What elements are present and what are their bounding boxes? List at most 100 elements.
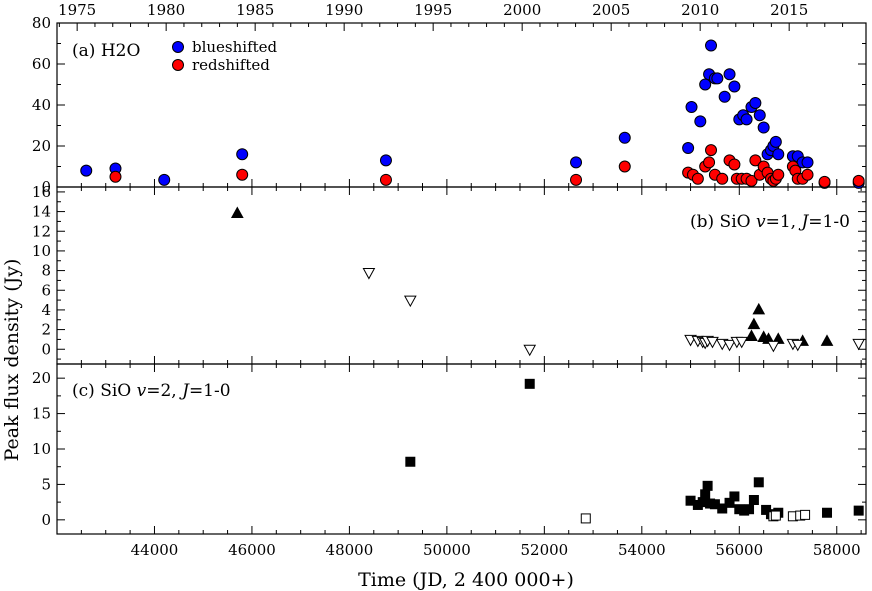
legend-label: blueshifted	[192, 38, 278, 56]
data-point	[818, 175, 831, 188]
data-point	[729, 491, 740, 502]
y-tick-label: 15	[32, 405, 51, 423]
data-point	[405, 456, 416, 467]
data-point	[822, 507, 833, 518]
data-point	[770, 510, 781, 521]
year-tick-label: 2015	[770, 1, 808, 19]
panel-title: (a) H2O	[72, 41, 140, 61]
data-point	[379, 154, 392, 167]
data-point	[716, 172, 729, 185]
data-point	[745, 174, 758, 187]
data-point	[748, 495, 759, 505]
x-tick-label: 52000	[520, 541, 568, 559]
data-point	[769, 135, 782, 148]
x-tick-label: 58000	[813, 541, 861, 559]
panel-title: (b) SiO v=1, J=1-0	[690, 212, 850, 232]
x-axis-label: Time (JD, 2 400 000+)	[358, 569, 574, 591]
y-tick-label: 2	[41, 321, 51, 339]
panel-titles: (a) H2O(b) SiO v=1, J=1-0(c) SiO v=2, J=…	[72, 41, 850, 401]
y-tick-label: 10	[32, 242, 51, 260]
year-tick-label: 2010	[681, 1, 719, 19]
data-point	[580, 513, 591, 524]
y-tick-label: 40	[32, 96, 51, 114]
data-point	[379, 173, 392, 186]
data-markers	[80, 39, 866, 524]
panel-title-tail: =1-0	[189, 381, 231, 401]
panel-title-main: H2O	[101, 41, 141, 61]
data-point	[362, 268, 376, 280]
data-point	[852, 338, 866, 351]
panel-title-suffix: =2,	[146, 381, 182, 401]
legend-marker	[172, 41, 184, 53]
y-tick-label: 14	[32, 203, 51, 221]
data-point	[80, 164, 93, 177]
data-point	[757, 121, 770, 134]
tick-labels: 020406080blueshiftedredshifted0246810121…	[32, 1, 861, 559]
data-point	[717, 503, 728, 514]
data-point	[753, 477, 764, 488]
data-point	[158, 173, 171, 186]
data-point	[705, 144, 718, 157]
data-point	[685, 101, 698, 114]
data-point	[706, 336, 719, 349]
data-point	[524, 378, 535, 389]
panel-title-j: J	[798, 212, 809, 232]
y-tick-label: 0	[41, 511, 51, 529]
year-tick-label: 1985	[236, 1, 274, 19]
data-point	[691, 172, 704, 185]
year-tick-label: 1975	[58, 1, 96, 19]
legend-label: redshifted	[192, 56, 270, 74]
panel-title-prefix: (a)	[72, 41, 101, 61]
data-point	[728, 158, 741, 171]
panel-title-main: v	[137, 381, 147, 401]
panel-title-main: v	[756, 212, 766, 232]
data-point	[772, 148, 785, 161]
x-tick-label: 56000	[715, 541, 763, 559]
data-point	[753, 109, 766, 122]
y-tick-label: 5	[41, 475, 51, 493]
data-point	[718, 90, 731, 103]
y-tick-label: 60	[32, 55, 51, 73]
data-point	[618, 131, 631, 144]
legend-marker	[172, 59, 184, 71]
y-tick-label: 16	[32, 183, 51, 201]
panel-title-prefix: (c) SiO	[72, 381, 137, 401]
data-point	[772, 168, 785, 181]
x-tick-label: 48000	[326, 541, 374, 559]
year-tick-label: 2000	[503, 1, 541, 19]
data-point	[767, 340, 780, 353]
data-point	[745, 329, 758, 341]
panel-title-tail: =1-0	[808, 212, 850, 232]
data-point	[236, 148, 249, 161]
y-tick-label: 8	[41, 262, 51, 280]
panel-title-prefix: (b) SiO	[690, 212, 756, 232]
data-point	[801, 156, 814, 169]
data-point	[700, 489, 711, 500]
data-point	[852, 174, 865, 187]
y-tick-label: 20	[32, 137, 51, 155]
data-point	[109, 170, 122, 183]
data-point	[747, 317, 761, 330]
year-tick-label: 1995	[414, 1, 452, 19]
y-tick-label: 6	[41, 281, 51, 299]
data-point	[791, 339, 805, 352]
panel-frames	[56, 22, 867, 535]
panel-title-suffix: =1,	[766, 212, 802, 232]
data-point	[740, 113, 753, 126]
panel-title: (c) SiO v=2, J=1-0	[72, 381, 231, 401]
data-point	[800, 509, 811, 520]
y-tick-label: 20	[32, 369, 51, 387]
x-tick-label: 46000	[228, 541, 276, 559]
data-point	[801, 168, 814, 181]
y-tick-label: 4	[41, 301, 51, 319]
data-point	[699, 78, 712, 91]
data-point	[723, 339, 736, 352]
data-point	[682, 142, 695, 155]
year-tick-label: 1990	[325, 1, 363, 19]
y-tick-label: 0	[41, 340, 51, 358]
panel-title-j: J	[179, 381, 190, 401]
y-tick-label: 80	[32, 14, 51, 32]
y-tick-label: 10	[32, 440, 51, 458]
x-tick-label: 44000	[131, 541, 179, 559]
